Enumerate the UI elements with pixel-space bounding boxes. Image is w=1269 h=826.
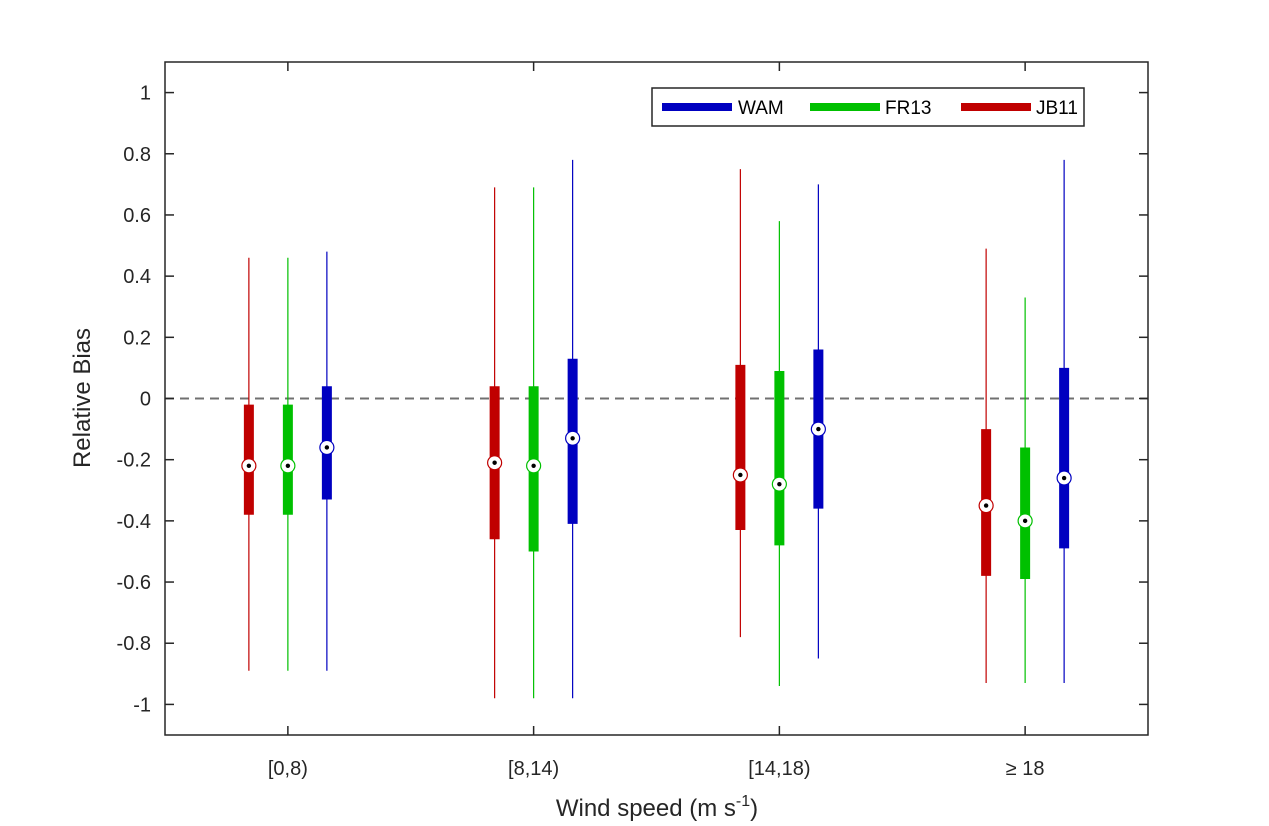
median-dot	[246, 463, 252, 468]
median-dot	[492, 460, 497, 465]
median-dot	[324, 445, 330, 450]
median-dot	[285, 463, 291, 468]
median-dot	[1061, 475, 1067, 481]
y-tick-label: 0.8	[123, 144, 151, 166]
box-series-group	[241, 159, 1072, 699]
legend-label-fr13: FR13	[885, 98, 931, 119]
x-axis-title: Wind speed (m s-1)	[556, 793, 758, 822]
y-tick-label: -1	[133, 694, 151, 716]
y-tick-label: 0	[140, 389, 151, 411]
legend-label-jb11: JB11	[1036, 98, 1078, 119]
median-dot	[816, 426, 821, 432]
y-tick-label: -0.4	[117, 511, 151, 533]
box-jb11-0-8	[241, 257, 257, 671]
box-wam-18	[1056, 159, 1072, 683]
box-fr13-8-14	[526, 187, 542, 699]
legend-label-wam: WAM	[738, 98, 784, 119]
median-dot	[531, 463, 536, 468]
y-tick-label: -0.2	[117, 450, 151, 472]
box-jb11-14-18	[732, 169, 748, 638]
box-wam-14-18	[810, 184, 826, 659]
median-dot	[738, 472, 743, 478]
median-dot	[777, 481, 782, 487]
legend: WAM FR13 JB11	[651, 87, 1085, 127]
box-fr13-14-18	[771, 221, 787, 687]
x-tick-label: [8,14)	[508, 758, 559, 780]
median-dot	[1022, 518, 1028, 524]
y-tick-label: 0.6	[123, 205, 151, 227]
y-axis-title: Relative Bias	[69, 328, 96, 468]
box-jb11-8-14	[487, 187, 503, 699]
box-fr13-18	[1017, 297, 1033, 683]
box-wam-0-8	[319, 251, 335, 671]
y-tick-label: 0.4	[123, 266, 151, 288]
y-tick-label: 1	[140, 83, 151, 105]
median-dot	[570, 436, 575, 441]
box-wam-8-14	[565, 159, 581, 699]
y-axis-ticks: 1 0.8 0.6 0.4 0.2 0 -0.2 -0.4 -0.6 -0.8 -1	[117, 83, 1148, 716]
x-tick-label: [0,8)	[268, 758, 308, 780]
box-jb11-18	[978, 248, 994, 683]
x-axis-ticks: [0,8) [8,14) [14,18) ≥ 18	[268, 62, 1045, 780]
median-dot	[983, 503, 989, 508]
plot-frame	[164, 61, 1149, 736]
y-tick-label: -0.6	[117, 572, 151, 594]
y-tick-label: -0.8	[117, 633, 151, 655]
x-tick-label: [14,18)	[748, 758, 810, 780]
plot-area	[165, 62, 1148, 735]
x-tick-label: ≥ 18	[1006, 758, 1045, 780]
y-tick-label: 0.2	[123, 327, 151, 349]
box-fr13-0-8	[280, 257, 296, 671]
